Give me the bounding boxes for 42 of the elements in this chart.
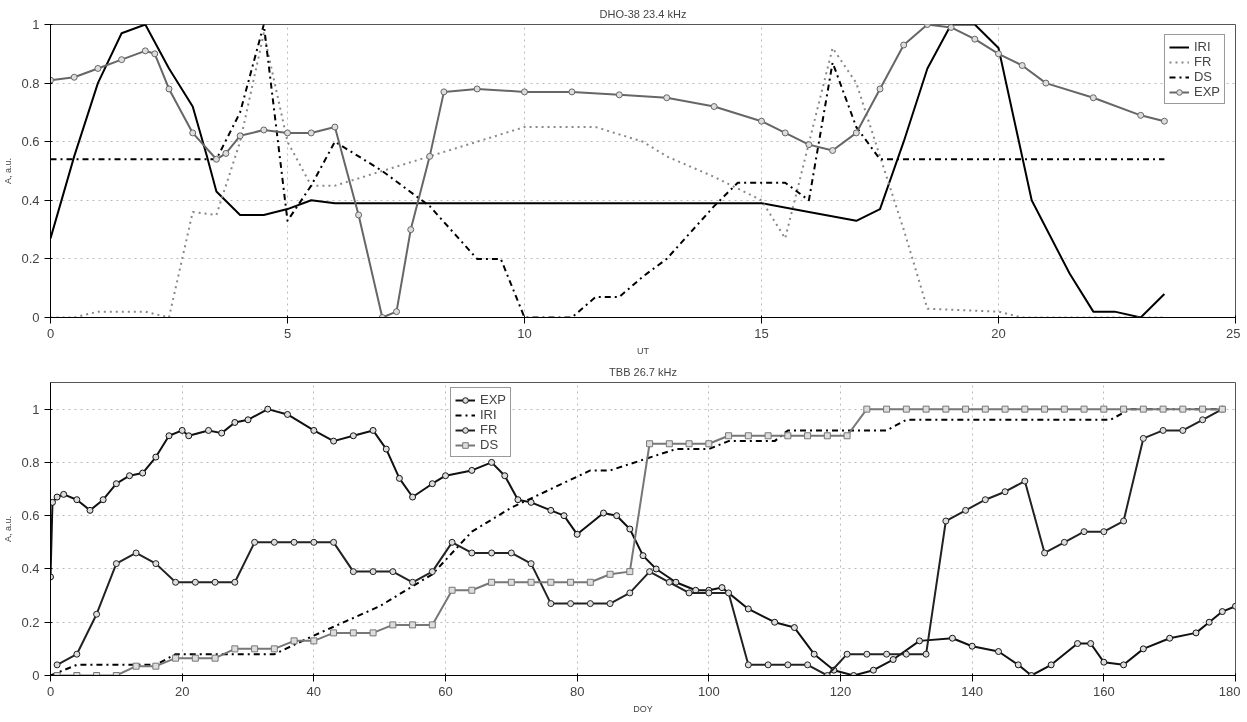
x-tick-label: 25 — [1226, 325, 1241, 341]
y-tick-label: 0.6 — [21, 134, 40, 150]
legend-label: IRI — [480, 407, 498, 422]
y-axis-title: A, a.u. — [3, 515, 14, 543]
x-tick-label: 60 — [438, 683, 453, 699]
legend-label: EXP — [1193, 84, 1220, 99]
y-tick-label: 0 — [32, 310, 40, 325]
x-tick-label: 80 — [569, 683, 585, 699]
y-axis-title: A, a.u. — [3, 157, 14, 185]
x-axis-title: DOY — [633, 703, 653, 714]
x-tick-label: 100 — [697, 683, 720, 699]
x-tick-label: 40 — [306, 683, 322, 699]
legend-label: DS — [1193, 69, 1214, 84]
legend-label: FR — [480, 422, 499, 437]
x-tick-label: 15 — [754, 325, 769, 341]
chart-title: DHO-38 23.4 kHz — [599, 7, 687, 20]
legend-label: EXP — [480, 392, 507, 407]
y-tick-label: 0.2 — [21, 251, 40, 267]
y-tick-label: 0.8 — [21, 75, 40, 91]
chart-title: TBB 26.7 kHz — [609, 365, 677, 378]
x-tick-label: 5 — [283, 325, 292, 341]
y-tick-label: 0.4 — [21, 561, 40, 577]
x-tick-label: 10 — [517, 325, 532, 341]
legend-label: DS — [480, 437, 500, 452]
x-axis-title: UT — [637, 345, 650, 356]
x-tick-label: 160 — [1092, 683, 1115, 699]
y-tick-label: 0.4 — [21, 192, 40, 208]
x-tick-label: 0 — [46, 683, 55, 699]
x-tick-label: 20 — [991, 325, 1006, 341]
x-tick-label: 0 — [46, 325, 55, 341]
x-tick-label: 20 — [174, 683, 190, 699]
y-tick-label: 0 — [32, 668, 40, 683]
y-tick-label: 0.8 — [21, 454, 40, 470]
y-tick-label: 1 — [32, 401, 40, 417]
legend-label: FR — [1193, 54, 1213, 69]
x-tick-label: 180 — [1218, 683, 1241, 699]
x-tick-label: 140 — [961, 683, 984, 699]
y-tick-label: 0.6 — [21, 508, 40, 524]
y-tick-label: 0.2 — [21, 614, 40, 630]
x-tick-label: 120 — [829, 683, 852, 699]
y-tick-label: 1 — [32, 17, 40, 32]
legend-label: IRI — [1193, 39, 1212, 54]
